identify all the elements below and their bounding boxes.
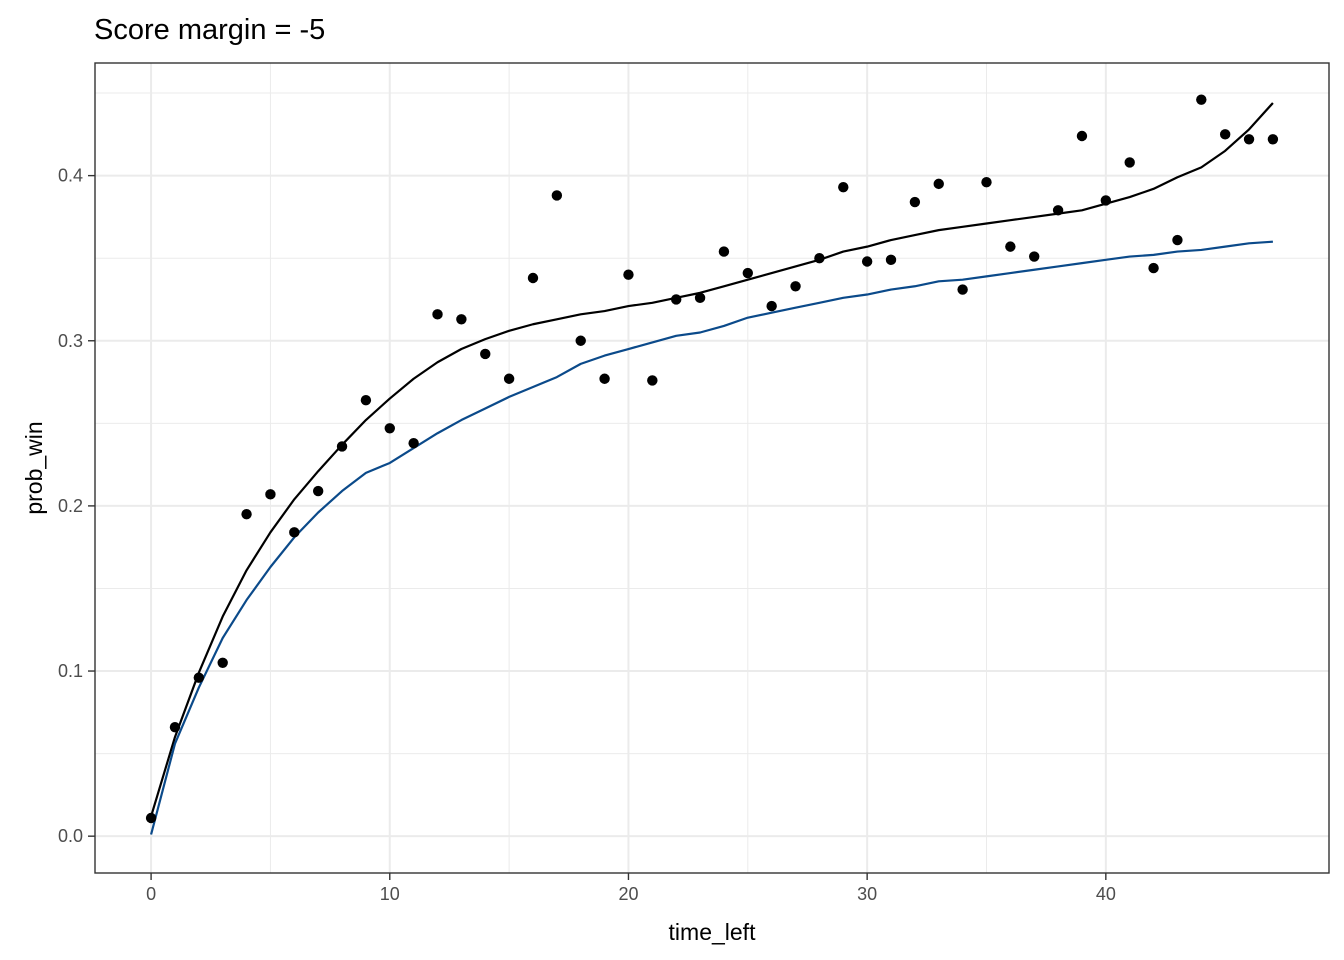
data-point (503, 373, 515, 384)
data-point (408, 437, 419, 449)
chart-title: Score margin = -5 (94, 14, 325, 46)
data-point (957, 284, 968, 295)
data-point (861, 256, 873, 267)
x-axis-title: time_left (669, 919, 757, 945)
data-point (909, 196, 921, 208)
data-point (265, 489, 276, 500)
data-point (527, 272, 539, 284)
data-point (766, 300, 777, 312)
data-point (432, 309, 443, 320)
data-point (599, 373, 610, 384)
scatter-points (145, 94, 1279, 824)
data-point (671, 294, 682, 305)
y-axis: 0.0 0.1 0.2 0.3 0.4 (58, 166, 95, 846)
y-tick-label: 0.2 (58, 496, 83, 516)
data-point (1196, 94, 1207, 105)
x-tick-label: 20 (618, 884, 638, 904)
data-point (742, 267, 753, 279)
y-tick-label: 0.4 (58, 166, 83, 186)
data-point (1172, 234, 1183, 246)
y-tick-label: 0.0 (58, 826, 83, 846)
x-axis: 0 10 20 30 40 (146, 873, 1116, 904)
panel-background (95, 63, 1329, 873)
data-point (1100, 195, 1112, 206)
x-tick-label: 30 (857, 884, 877, 904)
y-tick-label: 0.1 (58, 661, 83, 681)
data-point (1243, 134, 1255, 145)
data-point (790, 281, 801, 292)
y-tick-label: 0.3 (58, 331, 83, 351)
data-point (1052, 205, 1064, 216)
data-point (217, 657, 228, 668)
x-tick-label: 10 (380, 884, 400, 904)
data-point (933, 178, 944, 190)
data-point (456, 314, 467, 325)
data-point (1005, 241, 1016, 252)
data-point (241, 508, 252, 520)
minor-gridlines (95, 63, 1329, 873)
data-point (169, 721, 181, 733)
data-point (193, 672, 205, 683)
data-point (814, 252, 825, 264)
data-point (1124, 157, 1135, 168)
y-axis-title: prob_win (21, 421, 47, 514)
data-point (145, 812, 157, 824)
data-point (718, 246, 730, 257)
data-point (1148, 262, 1159, 274)
plot-panel (94, 62, 1330, 874)
data-point (981, 177, 992, 188)
data-point (647, 375, 658, 386)
data-point (1076, 130, 1088, 142)
data-point (575, 335, 586, 346)
data-point (336, 441, 348, 452)
x-tick-label: 0 (146, 884, 156, 904)
data-point (1267, 134, 1279, 145)
data-point (623, 269, 634, 280)
panel-border (94, 62, 1330, 874)
x-tick-label: 40 (1096, 884, 1116, 904)
data-point (551, 190, 563, 201)
data-point (1029, 251, 1040, 262)
data-point (694, 292, 706, 304)
data-point (384, 423, 395, 434)
data-point (838, 181, 849, 193)
major-gridlines (95, 63, 1329, 873)
data-point (289, 527, 300, 538)
data-point (480, 348, 491, 360)
data-point (312, 485, 324, 497)
data-point (885, 254, 897, 266)
data-point (360, 395, 372, 406)
series-line-2 (150, 240, 1273, 835)
data-point (1219, 129, 1231, 140)
